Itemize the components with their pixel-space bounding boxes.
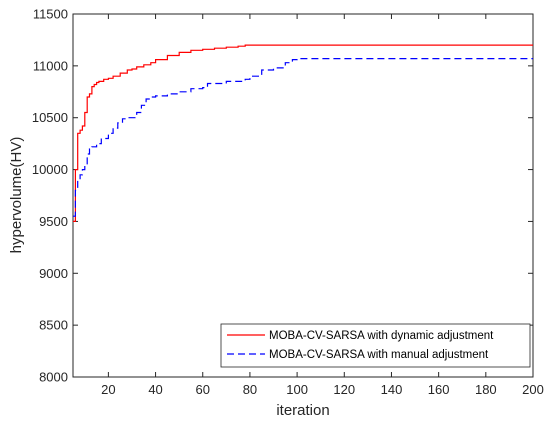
y-tick-label: 11500 — [33, 7, 68, 22]
y-tick-label: 8500 — [39, 318, 68, 333]
x-axis-label: iteration — [276, 402, 329, 419]
series-lines — [73, 44, 533, 222]
x-tick-label: 60 — [196, 382, 210, 397]
y-tick-label: 9500 — [39, 214, 68, 229]
x-tick-label: 40 — [148, 382, 162, 397]
x-tick-label: 180 — [475, 382, 497, 397]
x-tick-label: 140 — [381, 382, 403, 397]
y-tick-label: 9000 — [39, 266, 68, 281]
x-tick-label: 200 — [522, 382, 544, 397]
x-axis-ticks: 20 40 60 80 100 120 140 160 180 200 — [101, 14, 544, 397]
x-tick-label: 80 — [243, 382, 257, 397]
y-tick-label: 10000 — [32, 162, 68, 177]
series-line-dynamic — [73, 44, 533, 222]
y-axis-ticks: 8000 8500 9000 9500 10000 10500 11000 11500 — [32, 7, 533, 385]
x-tick-label: 160 — [428, 382, 450, 397]
y-axis-label: hypervolume(HV) — [8, 137, 25, 254]
legend-label-manual: MOBA-CV-SARSA with manual adjustment — [269, 349, 489, 361]
y-tick-label: 11000 — [33, 58, 68, 73]
x-tick-label: 100 — [286, 382, 308, 397]
series-line-manual — [73, 58, 533, 217]
plot-area — [72, 13, 534, 378]
legend: MOBA-CV-SARSA with dynamic adjustment MO… — [220, 323, 531, 368]
x-tick-label: 120 — [333, 382, 355, 397]
y-tick-label: 10500 — [32, 110, 68, 125]
y-tick-label: 8000 — [39, 370, 68, 385]
legend-box — [220, 323, 531, 368]
legend-label-dynamic: MOBA-CV-SARSA with dynamic adjustment — [269, 330, 494, 342]
x-tick-label: 20 — [101, 382, 115, 397]
